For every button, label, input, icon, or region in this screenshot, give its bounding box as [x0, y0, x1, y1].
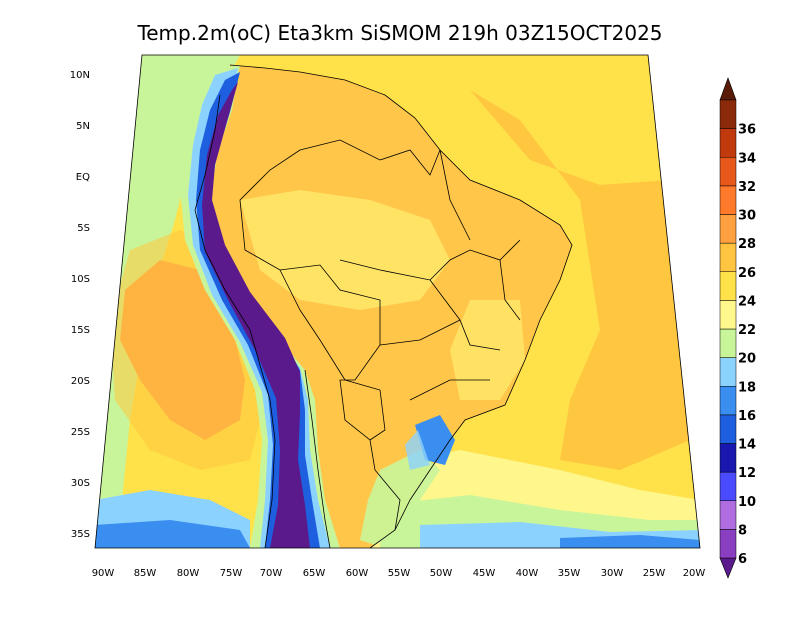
andes-purple	[202, 82, 310, 548]
brazil-border	[239, 139, 441, 531]
colorbar: 6 8 10 12 14 16 18 20 22 24 26 28 30 32 34 36	[719, 77, 756, 579]
colorbar-segment	[719, 128, 737, 158]
land-cool-interior	[240, 190, 450, 310]
map-title: Temp.2m(oC) Eta3km SiSMOM 219h 03Z15OCT2…	[136, 21, 662, 45]
lon-label: 75W	[220, 568, 243, 579]
temperature-field	[95, 55, 700, 548]
lon-label: 45W	[473, 568, 496, 579]
lon-label: 40W	[516, 568, 539, 579]
colorbar-segment	[719, 414, 737, 444]
lat-label: 35S	[71, 529, 90, 540]
colorbar-label: 8	[738, 523, 747, 538]
lon-label: 85W	[134, 568, 157, 579]
colorbar-segment	[719, 300, 737, 330]
ocean-warm-atlantic	[470, 90, 690, 470]
colorbar-label: 12	[738, 466, 756, 481]
map-frame	[94, 54, 701, 549]
west-coastline	[194, 94, 276, 549]
brazil-states	[339, 149, 521, 401]
colorbar-segment	[719, 242, 737, 272]
colorbar-label: 32	[738, 180, 756, 195]
colorbar-segment	[719, 357, 737, 387]
lat-label: EQ	[76, 172, 90, 183]
lon-label: 25W	[643, 568, 666, 579]
colorbar-segment	[719, 185, 737, 215]
colorbar-label: 26	[738, 266, 756, 281]
lon-label: 30W	[601, 568, 624, 579]
colorbar-arrow-high	[719, 77, 737, 101]
lat-label: 15S	[71, 325, 90, 336]
lat-axis: 10N 5N EQ 5S 10S 15S 20S 25S 30S 35S	[70, 70, 90, 540]
colorbar-label: 34	[738, 151, 756, 166]
colorbar-segment	[719, 328, 737, 358]
colorbar-label: 18	[738, 380, 756, 395]
colorbar-segment	[719, 271, 737, 301]
colorbar-segment	[719, 529, 737, 559]
lat-label: 10S	[71, 274, 90, 285]
colorbar-label: 10	[738, 495, 756, 510]
land-cool-east	[450, 300, 525, 400]
colorbar-label: 16	[738, 409, 756, 424]
ocean-green-nw	[95, 55, 240, 548]
lon-label: 20W	[683, 568, 706, 579]
colorbar-segment	[719, 471, 737, 501]
lon-label: 65W	[303, 568, 326, 579]
borders	[194, 64, 573, 549]
colorbar-label: 30	[738, 209, 756, 224]
lat-label: 5S	[77, 223, 90, 234]
colorbar-segment	[719, 157, 737, 187]
lon-label: 70W	[260, 568, 283, 579]
colorbar-label: 28	[738, 237, 756, 252]
colorbar-segment	[719, 386, 737, 416]
colorbar-label: 36	[738, 123, 756, 138]
bolivia-paraguay	[279, 269, 386, 441]
lon-label: 55W	[388, 568, 411, 579]
lon-label: 35W	[558, 568, 581, 579]
lat-label: 20S	[71, 376, 90, 387]
lat-label: 5N	[76, 121, 90, 132]
colorbar-label: 14	[738, 438, 756, 453]
lat-label: 25S	[71, 427, 90, 438]
colorbar-label: 24	[738, 294, 756, 309]
lon-label: 90W	[92, 568, 115, 579]
lon-label: 80W	[177, 568, 200, 579]
colorbar-segment	[719, 500, 737, 530]
ocean-blue-south	[560, 535, 700, 548]
ocean-blue-sw	[95, 520, 250, 548]
lon-axis: 90W 85W 80W 75W 70W 65W 60W 55W 50W 45W …	[92, 568, 706, 579]
colorbar-segment	[719, 443, 737, 473]
coastline	[229, 64, 573, 549]
colorbar-label: 22	[738, 323, 756, 338]
argentina-chile	[304, 369, 331, 549]
lat-label: 10N	[70, 70, 90, 81]
lat-label: 30S	[71, 478, 90, 489]
colorbar-label: 6	[738, 552, 747, 567]
colorbar-segment	[719, 214, 737, 244]
lon-label: 50W	[430, 568, 453, 579]
colorbar-arrow-low	[719, 557, 737, 579]
colorbar-label: 20	[738, 352, 756, 367]
lon-label: 60W	[346, 568, 369, 579]
land-lightblue-southeast	[405, 430, 430, 470]
land-green-south	[360, 450, 440, 545]
colorbar-segment	[719, 99, 737, 129]
